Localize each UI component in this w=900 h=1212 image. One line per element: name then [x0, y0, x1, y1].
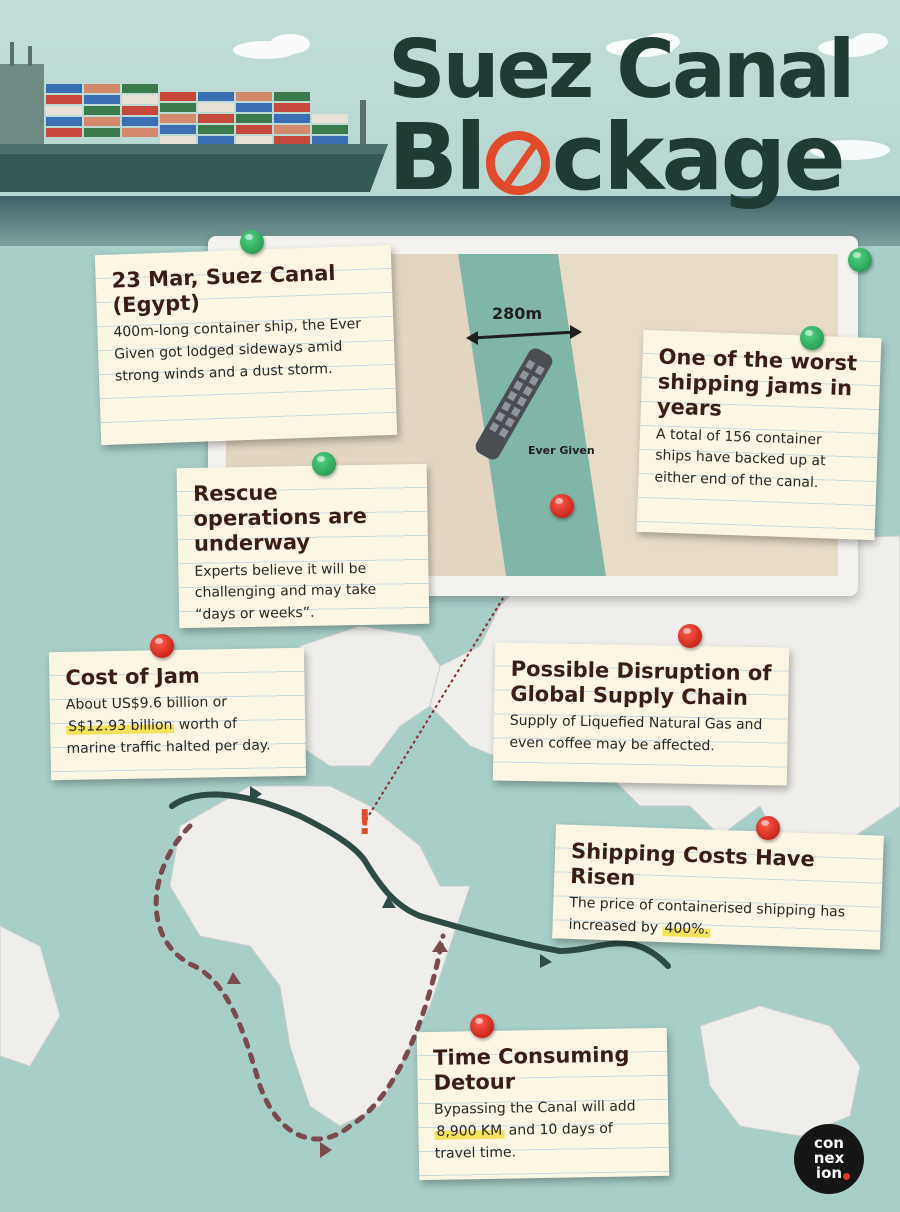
green-pin-icon: [240, 230, 264, 254]
red-pin-icon: [550, 494, 574, 518]
note-shipping-costs-heading: Shipping Costs Have Risen: [569, 838, 816, 891]
red-pin-icon: [150, 634, 174, 658]
logo-dot: [843, 1173, 850, 1180]
note-rescue: Rescue operations are underway Experts b…: [176, 463, 430, 629]
green-pin-icon: [800, 326, 824, 350]
red-pin-icon: [678, 624, 702, 648]
suez-location-marker: !: [357, 803, 373, 843]
note-worst-jam-body: A total of 156 container ships have back…: [654, 425, 826, 492]
title-line-2-end: ckage: [551, 104, 846, 211]
note-detour-body: Bypassing the Canal will add 8,900 KM an…: [434, 1096, 653, 1165]
note-rescue-heading: Rescue operations are underway: [192, 480, 368, 557]
note-detour-text-1: Bypassing the Canal will add: [433, 1098, 636, 1119]
note-worst-jam: One of the worst shipping jams in years …: [636, 329, 882, 541]
logo-text-3: ion: [815, 1164, 843, 1182]
logo-text-2: nex: [813, 1149, 845, 1167]
logo-text-1: con: [814, 1134, 844, 1152]
ship-label: Ever Given: [528, 444, 595, 457]
note-rescue-body: Experts believe it will be challenging a…: [194, 560, 377, 623]
brand-logo: con nex ion: [794, 1124, 864, 1194]
note-detour: Time Consuming Detour Bypassing the Cana…: [416, 1027, 670, 1181]
note-detour-highlight: 8,900 KM: [434, 1122, 505, 1140]
note-supply-chain-body: Supply of Liquefied Natural Gas and even…: [509, 713, 763, 755]
note-cost-heading: Cost of Jam: [65, 663, 200, 690]
note-event-body: 400m-long container ship, the Ever Given…: [113, 316, 362, 385]
blocked-icon: [485, 131, 550, 195]
note-supply-chain-heading: Possible Disruption of Global Supply Cha…: [510, 656, 772, 711]
title-line-2-start: Bl: [388, 104, 487, 211]
red-pin-icon: [756, 816, 780, 840]
clouds-illustration: [233, 33, 890, 160]
page-title: Suez Canal Bl ckage: [388, 23, 855, 204]
red-pin-icon: [470, 1014, 494, 1038]
title-line-1: Suez Canal: [388, 23, 855, 116]
container-ship-illustration: [0, 42, 388, 192]
note-shipping-costs-highlight: 400%.: [662, 920, 712, 938]
note-cost-body: About US$9.6 billion or S$12.93 billion …: [66, 691, 290, 760]
note-shipping-costs-body: The price of containerised shipping has …: [568, 893, 865, 947]
note-event: 23 Mar, Suez Canal (Egypt) 400m-long con…: [94, 244, 398, 446]
note-detour-heading: Time Consuming Detour: [432, 1042, 630, 1096]
title-line-2: Bl ckage: [388, 112, 852, 204]
note-shipping-costs: Shipping Costs Have Risen The price of c…: [552, 824, 884, 950]
note-cost-highlight: S$12.93 billion: [66, 716, 175, 735]
note-worst-jam-heading: One of the worst shipping jams in years: [656, 344, 858, 422]
note-cost-text-1: About US$9.6 billion or: [65, 694, 228, 714]
note-supply-chain: Possible Disruption of Global Supply Cha…: [492, 642, 790, 786]
note-cost: Cost of Jam About US$9.6 billion or S$12…: [48, 647, 307, 781]
canal-width-label: 280m: [492, 304, 543, 323]
green-pin-icon: [312, 452, 336, 476]
note-event-heading: 23 Mar, Suez Canal (Egypt): [111, 260, 336, 318]
green-pin-icon: [848, 248, 872, 272]
